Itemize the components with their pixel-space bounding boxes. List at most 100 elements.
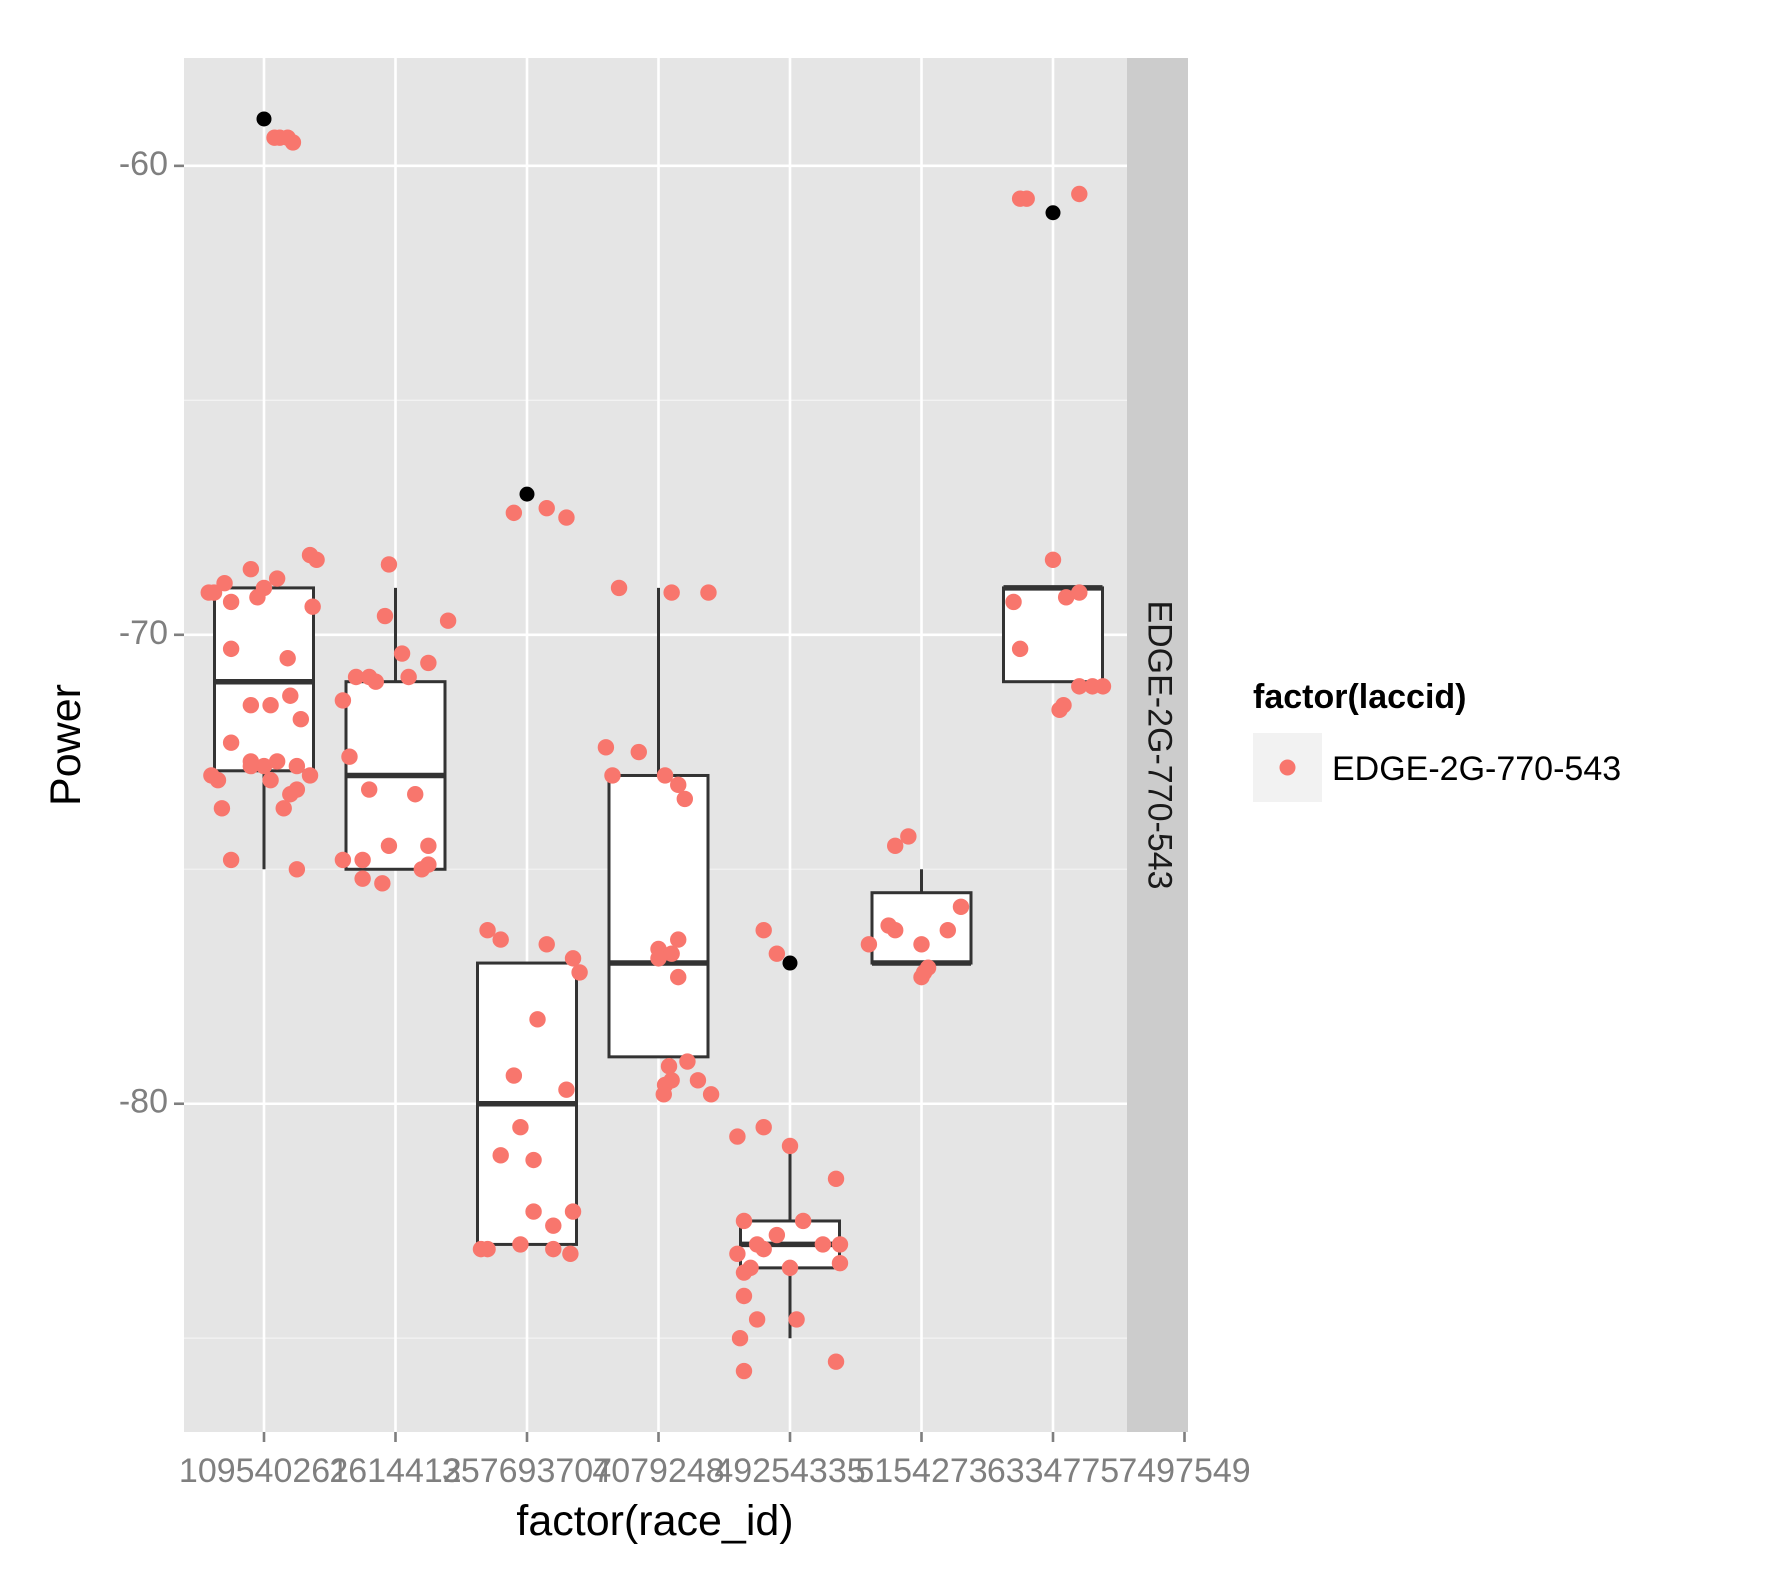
data-point [794,1212,812,1230]
legend-title: factor(laccid) [1253,678,1467,716]
data-point [1071,678,1088,695]
data-point [380,556,398,573]
facet-strip-label: EDGE-2G-770-543 [1141,600,1179,889]
data-point [407,786,424,803]
x-tick-label: 357693707 [442,1452,612,1490]
data-point [768,945,786,962]
data-point [735,1212,753,1230]
data-point [529,1011,546,1028]
data-point [729,1245,746,1263]
data-point [610,579,628,597]
axes: -60 -70 -80 1095402612614412357693707407924… [119,145,1251,1490]
data-point [781,1137,799,1155]
data-point [1094,678,1112,695]
data-point [689,1072,707,1089]
data-point [334,851,352,869]
data-point [292,711,310,728]
data-point [354,870,371,887]
data-point [735,1362,753,1380]
data-point [939,922,956,939]
data-point [1051,701,1068,719]
y-tick-label: -60 [119,145,168,183]
data-point [788,1311,805,1328]
data-point [558,1081,575,1098]
data-point [1005,593,1022,611]
data-point [512,1118,529,1136]
data-point [479,922,496,939]
x-axis-title: factor(race_id) [516,1497,793,1545]
data-point [525,1151,542,1169]
data-point [915,964,933,981]
plot-panel [184,58,1127,1432]
data-point [361,781,378,798]
data-point [1044,551,1062,568]
data-point [222,593,240,611]
legend: factor(laccid) EDGE-2G-770-543 [1253,678,1621,802]
data-point [492,931,509,948]
data-point [663,584,680,601]
data-point [216,575,233,592]
facet-strip [1127,58,1188,1432]
data-point [887,837,904,855]
data-point [308,551,325,568]
data-point [768,1226,786,1244]
data-point [525,1203,542,1220]
data-point [439,612,457,629]
data-point [209,771,227,789]
data-point [679,1053,696,1070]
data-point [242,560,260,578]
data-point [1011,640,1029,658]
data-point [282,687,299,704]
outlier-point [519,486,535,502]
data-point [663,945,680,962]
data-point [755,922,772,939]
data-point [558,509,575,526]
data-point [242,696,260,714]
outlier-point [1045,205,1061,221]
data-point [827,1353,845,1370]
data-point [887,922,904,939]
data-point [755,1240,772,1258]
data-point [400,668,417,686]
y-tick-label: -70 [119,614,168,652]
data-point [729,1128,746,1145]
y-axis-title: Power [42,684,90,806]
x-tick-label: 2614412 [329,1452,461,1490]
data-point [571,964,588,981]
data-point [1071,584,1088,601]
data-point [660,1058,678,1075]
data-point [700,584,717,601]
data-point [663,1072,680,1089]
data-point [222,640,240,658]
data-point [702,1086,720,1103]
data-point [604,767,621,784]
legend-key-point [1279,759,1296,776]
data-point [420,654,437,672]
data-point [341,748,358,765]
data-point [492,1147,509,1164]
data-point [781,1259,799,1277]
data-point [1057,589,1075,606]
data-point [255,757,273,775]
data-point [748,1311,766,1328]
outlier-point [782,955,798,971]
x-tick-label: 4079248 [592,1452,724,1490]
data-point [655,1086,672,1103]
data-point [213,800,231,817]
data-point [380,837,398,855]
data-point [731,1330,749,1347]
data-point [1018,190,1035,207]
data-point [755,1118,772,1136]
data-point [564,950,582,967]
data-point [735,1287,753,1305]
data-point [413,861,430,878]
data-point [913,936,930,953]
data-point [249,589,266,606]
data-point [676,790,693,808]
data-point [200,584,217,601]
data-point [597,739,615,756]
data-point [288,861,306,878]
data-point [262,771,279,789]
data-point [288,757,306,775]
